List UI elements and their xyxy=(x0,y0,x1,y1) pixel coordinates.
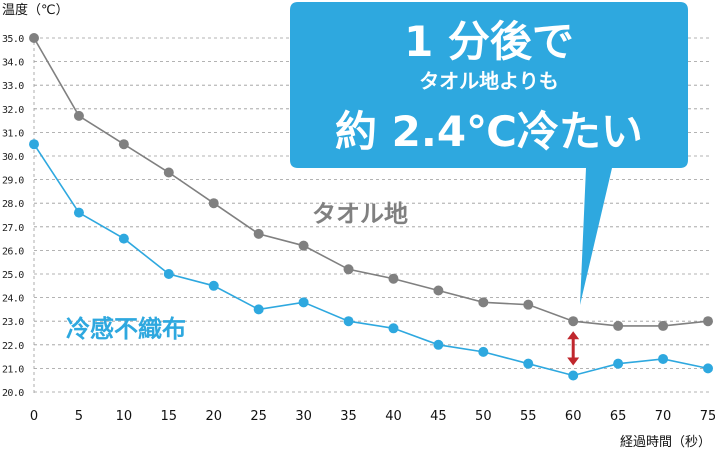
series-line xyxy=(33,37,709,327)
x-tick-label: 25 xyxy=(250,409,267,424)
x-tick-label: 5 xyxy=(75,409,83,424)
data-point xyxy=(343,316,354,327)
data-point xyxy=(703,316,713,327)
data-point xyxy=(118,233,129,244)
series-label-cool-nonwoven: 冷感不織布 xyxy=(66,315,186,343)
x-tick-label: 40 xyxy=(385,409,402,424)
y-tick-label: 32.0 xyxy=(2,105,24,116)
data-point xyxy=(298,297,309,308)
series-cool-nonwoven xyxy=(29,139,713,381)
data-point xyxy=(613,358,624,369)
data-point xyxy=(208,198,219,209)
x-tick-label: 55 xyxy=(520,409,537,424)
data-point xyxy=(433,285,444,296)
y-tick-label: 23.0 xyxy=(2,317,24,328)
data-point xyxy=(658,353,669,364)
callout-line-3: 約 2.4℃冷たい xyxy=(335,107,643,156)
callout-line-2: タオル地よりも xyxy=(419,69,559,93)
data-point xyxy=(613,320,624,331)
data-point xyxy=(253,228,264,239)
y-tick-label: 33.0 xyxy=(2,81,24,92)
data-point xyxy=(388,323,399,334)
x-tick-label: 75 xyxy=(700,409,715,424)
x-tick-label: 65 xyxy=(610,409,627,424)
difference-arrow xyxy=(567,331,580,366)
x-tick-label: 45 xyxy=(430,409,447,424)
data-point xyxy=(118,139,129,150)
y-tick-label: 22.0 xyxy=(2,341,24,352)
y-tick-label: 29.0 xyxy=(2,176,24,187)
x-tick-label: 50 xyxy=(475,409,492,424)
data-point xyxy=(29,139,39,150)
data-point xyxy=(163,167,174,178)
data-point xyxy=(73,110,84,121)
data-point xyxy=(523,358,534,369)
x-tick-label: 10 xyxy=(116,409,133,424)
y-tick-label: 31.0 xyxy=(2,128,24,139)
y-axis-title: 温度（℃） xyxy=(2,2,69,18)
data-point xyxy=(388,273,399,284)
data-point xyxy=(73,207,84,218)
data-point xyxy=(568,370,579,381)
arrow-head-down xyxy=(567,357,580,366)
arrow-head-up xyxy=(567,331,580,340)
data-point xyxy=(163,269,174,279)
x-tick-label: 35 xyxy=(340,409,357,424)
data-point xyxy=(478,346,489,357)
callout-shape xyxy=(290,2,688,305)
y-tick-label: 27.0 xyxy=(2,223,24,234)
data-point xyxy=(208,280,219,291)
callout-bubble: 1 分後で タオル地よりも 約 2.4℃冷たい xyxy=(290,2,688,305)
x-axis-ticks: 0 5 10 15 20 25 30 35 40 45 50 55 60 65 70 75 xyxy=(30,409,715,424)
y-tick-label: 25.0 xyxy=(2,270,24,281)
data-point xyxy=(568,316,579,327)
y-tick-label: 35.0 xyxy=(2,34,24,45)
y-tick-label: 34.0 xyxy=(2,58,24,69)
data-point xyxy=(703,363,713,374)
x-tick-label: 15 xyxy=(161,409,178,424)
y-tick-label: 28.0 xyxy=(2,199,24,210)
y-axis-ticks: 35.0 34.0 33.0 32.0 31.0 30.0 29.0 28.0 27.0 26.0… xyxy=(2,34,25,399)
y-tick-label: 24.0 xyxy=(2,294,24,305)
data-point xyxy=(298,240,309,251)
series-line xyxy=(33,143,709,377)
data-point xyxy=(433,339,444,350)
x-tick-label: 30 xyxy=(295,409,312,424)
y-tick-label: 20.0 xyxy=(2,388,24,399)
x-tick-label: 20 xyxy=(205,409,222,424)
x-tick-label: 0 xyxy=(30,409,38,424)
y-tick-label: 26.0 xyxy=(2,246,24,257)
data-point xyxy=(253,304,264,315)
x-axis-title: 経過時間（秒） xyxy=(620,435,711,450)
x-tick-label: 70 xyxy=(655,409,672,424)
data-point xyxy=(478,297,489,308)
data-point xyxy=(343,264,354,275)
data-point xyxy=(523,299,534,310)
series-label-towel: タオル地 xyxy=(312,200,408,228)
y-tick-label: 30.0 xyxy=(2,152,24,163)
data-point xyxy=(29,33,39,43)
data-point xyxy=(658,320,669,331)
series-towel xyxy=(29,33,713,331)
callout-line-1: 1 分後で xyxy=(404,17,574,66)
x-tick-label: 60 xyxy=(565,409,582,424)
y-tick-label: 21.0 xyxy=(2,364,24,375)
